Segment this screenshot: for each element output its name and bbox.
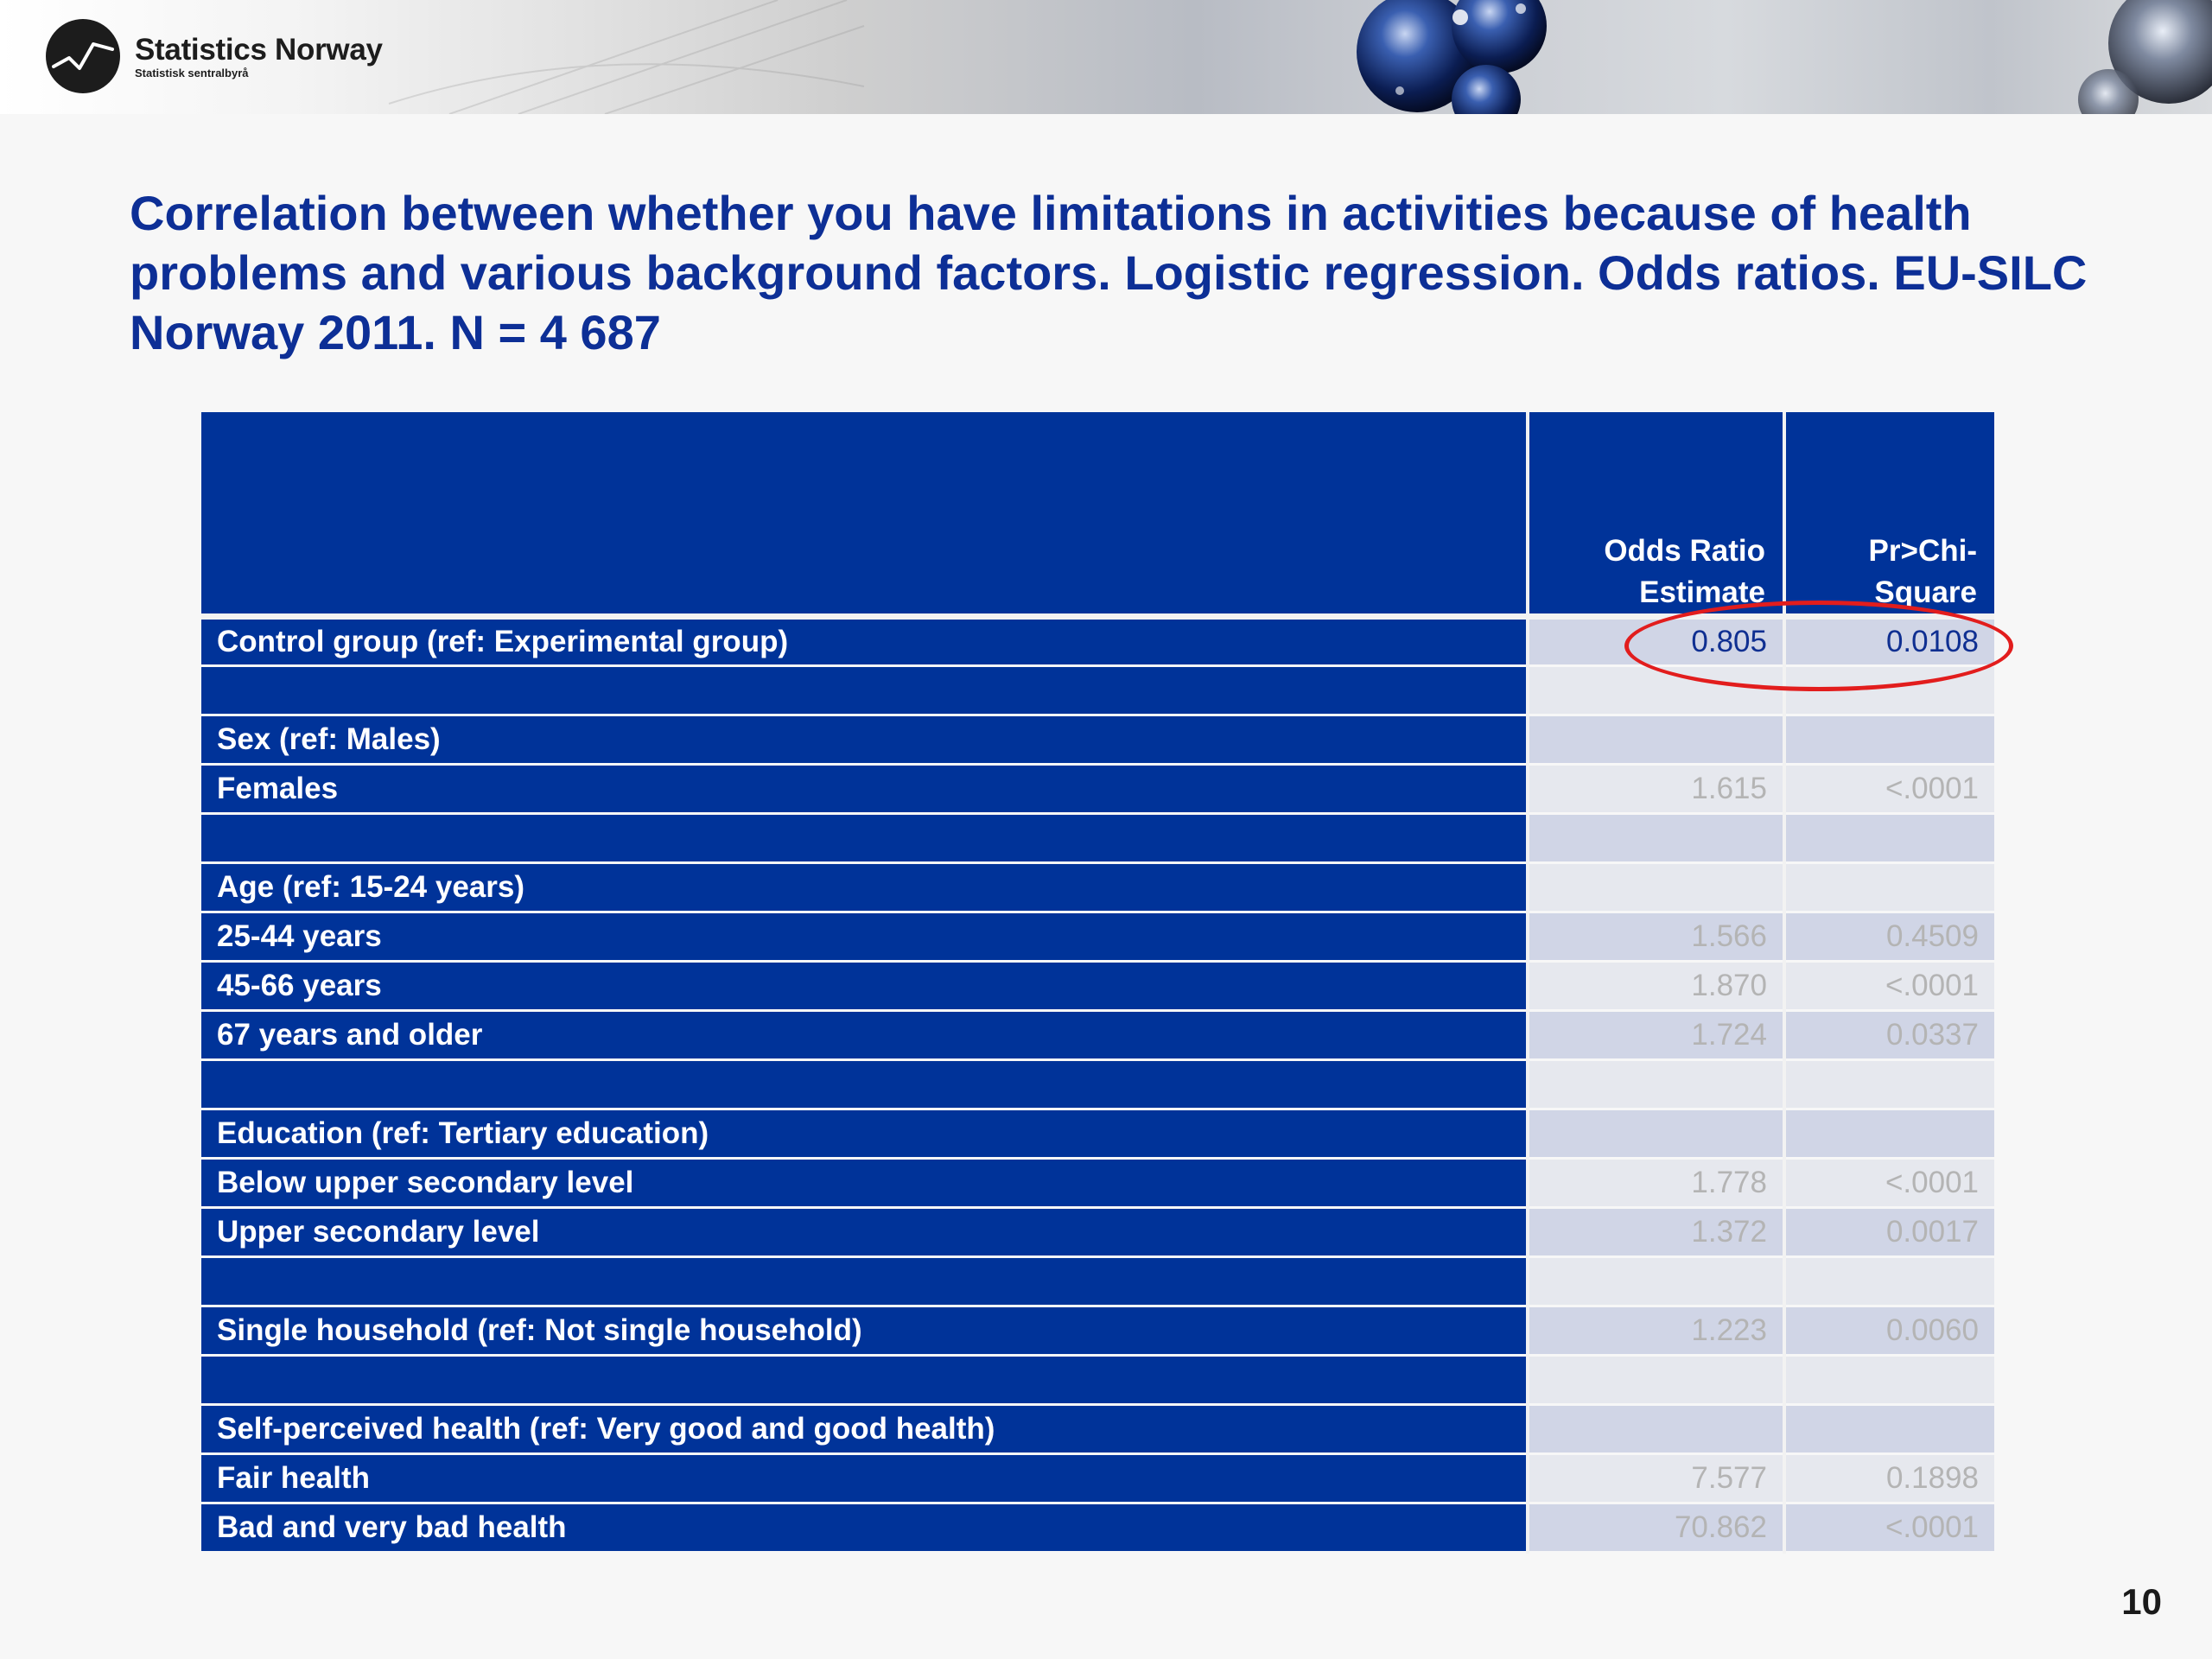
odds-ratio-value: 1.724 bbox=[1528, 1010, 1786, 1061]
table-row: Fair health 7.577 0.1898 bbox=[201, 1453, 1994, 1504]
table-row bbox=[201, 1059, 1994, 1110]
odds-ratio-value: 0.805 bbox=[1528, 616, 1786, 667]
row-label bbox=[201, 1059, 1529, 1110]
row-label: Self-perceived health (ref: Very good an… bbox=[201, 1404, 1529, 1455]
header-cell-p-value: Pr>Chi-Square bbox=[1784, 412, 1994, 620]
table-row: 67 years and older 1.724 0.0337 bbox=[201, 1010, 1994, 1061]
table-row: Females 1.615 <.0001 bbox=[201, 764, 1994, 815]
row-label: Fair health bbox=[201, 1453, 1529, 1504]
p-value: 0.0060 bbox=[1784, 1306, 1994, 1357]
odds-ratio-value: 7.577 bbox=[1528, 1453, 1786, 1504]
p-value: 0.1898 bbox=[1784, 1453, 1994, 1504]
table-row: 25-44 years 1.566 0.4509 bbox=[201, 912, 1994, 963]
row-label bbox=[201, 1256, 1529, 1307]
table-row: 45-66 years 1.870 <.0001 bbox=[201, 961, 1994, 1012]
odds-ratio-value bbox=[1528, 1355, 1786, 1406]
odds-ratio-value: 1.223 bbox=[1528, 1306, 1786, 1357]
p-value bbox=[1784, 715, 1994, 766]
table-row bbox=[201, 1256, 1994, 1307]
table-header-row: Odds Ratio Estimate Pr>Chi-Square bbox=[201, 412, 1994, 620]
row-label bbox=[201, 813, 1529, 864]
odds-ratio-value bbox=[1528, 1059, 1786, 1110]
table-row: Bad and very bad health 70.862 <.0001 bbox=[201, 1503, 1994, 1554]
table-row bbox=[201, 665, 1994, 716]
odds-ratio-value bbox=[1528, 665, 1786, 716]
logo: Statistics Norway Statistisk sentralbyrå bbox=[45, 17, 383, 95]
header-cell-odds-ratio: Odds Ratio Estimate bbox=[1528, 412, 1786, 620]
row-label: Upper secondary level bbox=[201, 1207, 1529, 1258]
odds-ratio-value bbox=[1528, 1404, 1786, 1455]
p-value bbox=[1784, 813, 1994, 864]
odds-ratio-value: 1.615 bbox=[1528, 764, 1786, 815]
p-value: <.0001 bbox=[1784, 1503, 1994, 1554]
page-number: 10 bbox=[2121, 1581, 2162, 1622]
p-value bbox=[1784, 665, 1994, 716]
results-table: Odds Ratio Estimate Pr>Chi-Square Contro… bbox=[201, 412, 1994, 1554]
odds-ratio-value: 1.566 bbox=[1528, 912, 1786, 963]
row-label: Sex (ref: Males) bbox=[201, 715, 1529, 766]
p-value: 0.0017 bbox=[1784, 1207, 1994, 1258]
row-label: 25-44 years bbox=[201, 912, 1529, 963]
p-value: 0.4509 bbox=[1784, 912, 1994, 963]
p-value bbox=[1784, 862, 1994, 913]
p-value bbox=[1784, 1109, 1994, 1160]
p-value bbox=[1784, 1059, 1994, 1110]
table-row: Sex (ref: Males) bbox=[201, 715, 1994, 766]
results-table-container: Odds Ratio Estimate Pr>Chi-Square Contro… bbox=[201, 412, 1994, 1554]
logo-mark-icon bbox=[46, 19, 120, 93]
table-row: Education (ref: Tertiary education) bbox=[201, 1109, 1994, 1160]
row-label: Age (ref: 15-24 years) bbox=[201, 862, 1529, 913]
row-label: Control group (ref: Experimental group) bbox=[201, 616, 1529, 667]
row-label: Females bbox=[201, 764, 1529, 815]
odds-ratio-value: 70.862 bbox=[1528, 1503, 1786, 1554]
header-banner: Statistics Norway Statistisk sentralbyrå bbox=[0, 0, 2212, 114]
org-subtitle: Statistisk sentralbyrå bbox=[135, 66, 249, 79]
p-value: <.0001 bbox=[1784, 764, 1994, 815]
odds-ratio-value bbox=[1528, 862, 1786, 913]
odds-ratio-value bbox=[1528, 813, 1786, 864]
row-label: Bad and very bad health bbox=[201, 1503, 1529, 1554]
p-value bbox=[1784, 1256, 1994, 1307]
row-label: Below upper secondary level bbox=[201, 1158, 1529, 1209]
p-value bbox=[1784, 1355, 1994, 1406]
p-value: <.0001 bbox=[1784, 1158, 1994, 1209]
banner-photo-decoration bbox=[388, 0, 2212, 114]
row-label: Single household (ref: Not single househ… bbox=[201, 1306, 1529, 1357]
p-value: 0.0108 bbox=[1784, 616, 1994, 667]
table-row: Control group (ref: Experimental group) … bbox=[201, 616, 1994, 667]
org-name: Statistics Norway bbox=[135, 32, 383, 67]
p-value: 0.0337 bbox=[1784, 1010, 1994, 1061]
row-label bbox=[201, 665, 1529, 716]
table-row: Age (ref: 15-24 years) bbox=[201, 862, 1994, 913]
row-label: 67 years and older bbox=[201, 1010, 1529, 1061]
table-row: Below upper secondary level 1.778 <.0001 bbox=[201, 1158, 1994, 1209]
odds-ratio-value bbox=[1528, 715, 1786, 766]
table-row: Single household (ref: Not single househ… bbox=[201, 1306, 1994, 1357]
table-row bbox=[201, 1355, 1994, 1406]
p-value bbox=[1784, 1404, 1994, 1455]
p-value: <.0001 bbox=[1784, 961, 1994, 1012]
odds-ratio-value: 1.372 bbox=[1528, 1207, 1786, 1258]
table-row: Upper secondary level 1.372 0.0017 bbox=[201, 1207, 1994, 1258]
row-label bbox=[201, 1355, 1529, 1406]
odds-ratio-value: 1.870 bbox=[1528, 961, 1786, 1012]
table-row: Self-perceived health (ref: Very good an… bbox=[201, 1404, 1994, 1455]
odds-ratio-value: 1.778 bbox=[1528, 1158, 1786, 1209]
table-row bbox=[201, 813, 1994, 864]
row-label: Education (ref: Tertiary education) bbox=[201, 1109, 1529, 1160]
odds-ratio-value bbox=[1528, 1256, 1786, 1307]
slide-title: Correlation between whether you have lim… bbox=[130, 186, 2088, 359]
odds-ratio-value bbox=[1528, 1109, 1786, 1160]
row-label: 45-66 years bbox=[201, 961, 1529, 1012]
header-cell-label bbox=[201, 412, 1529, 620]
